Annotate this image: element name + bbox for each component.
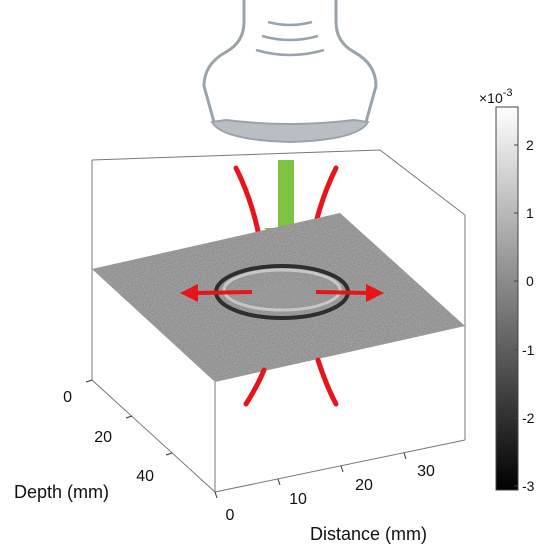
distance-tick-0: 0 xyxy=(226,507,235,524)
distance-tick-10: 10 xyxy=(289,491,307,508)
distance-tick-20: 20 xyxy=(355,477,373,494)
colorbar: ×10-3 2 1 0 -1 -2 -3 xyxy=(479,87,535,494)
colorbar-gradient-bar xyxy=(495,106,519,491)
focus-beam-lower xyxy=(243,357,339,407)
distance-axis: 0 10 20 30 Distance (mm) xyxy=(214,452,435,544)
colorbar-tick-neg2: -2 xyxy=(522,410,535,426)
distance-tick-30: 30 xyxy=(417,463,435,480)
colorbar-ticks: 2 1 0 -1 -2 -3 xyxy=(514,137,535,494)
probe-wave-2 xyxy=(261,34,319,42)
depth-axis-label: Depth (mm) xyxy=(14,482,109,502)
distance-axis-label: Distance (mm) xyxy=(310,524,427,544)
shear-wave-arrows xyxy=(180,284,384,302)
colorbar-tick-2: 2 xyxy=(526,137,534,153)
depth-tick-20: 20 xyxy=(94,429,112,446)
depth-axis: 0 20 40 Depth (mm) xyxy=(14,379,173,502)
push-arrow-green xyxy=(264,160,308,248)
shear-wave-image-plane xyxy=(92,213,465,382)
colorbar-tick-neg1: -1 xyxy=(522,342,535,358)
depth-tick-0: 0 xyxy=(63,389,72,406)
colorbar-tick-neg3: -3 xyxy=(522,478,535,494)
axes-box xyxy=(91,149,466,493)
colorbar-tick-1: 1 xyxy=(526,205,534,221)
probe-wave-1 xyxy=(267,20,313,27)
probe-wave-3 xyxy=(255,48,325,57)
depth-tick-40: 40 xyxy=(136,468,154,485)
colorbar-tick-0: 0 xyxy=(526,273,534,289)
ultrasound-probe-icon xyxy=(202,0,378,144)
colorbar-multiplier: ×10-3 xyxy=(479,87,513,106)
